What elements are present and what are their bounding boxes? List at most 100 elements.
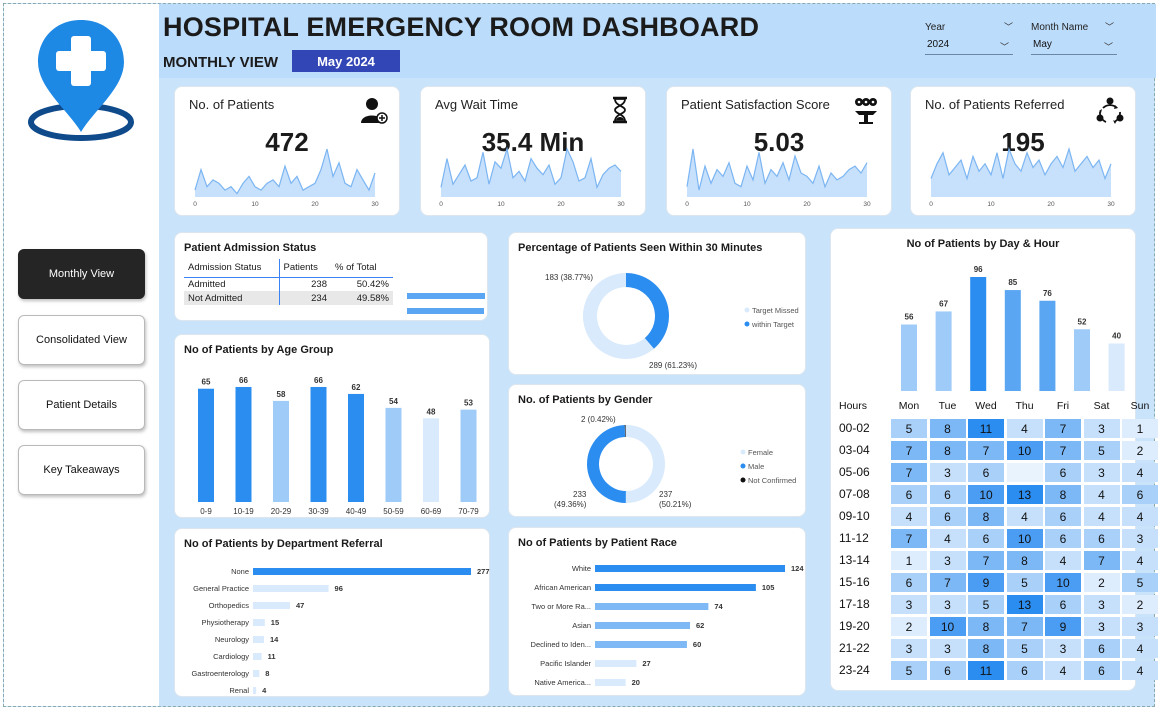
race-bar (595, 679, 626, 686)
sparkline-tick: 30 (863, 201, 871, 207)
age-bar-label: 53 (464, 399, 473, 408)
hour-label: 09-10 (839, 509, 870, 523)
heatmap-cell: 6 (1083, 661, 1120, 680)
day-total-label: 85 (1008, 278, 1017, 287)
month-filter-select[interactable]: May ﹀ (1031, 39, 1117, 55)
heatmap-cell: 2 (891, 617, 927, 636)
heatmap-cell: 6 (1083, 639, 1120, 658)
heatmap-cell: 6 (1045, 529, 1081, 548)
heatmap-cell: 6 (1122, 485, 1158, 504)
heatmap-cell: 8 (929, 419, 966, 438)
admission-pct-cell: 50.42% (356, 278, 389, 290)
chevron-down-icon[interactable]: ﹀ (1105, 22, 1115, 32)
heatmap-cell: 7 (968, 441, 1004, 460)
chevron-down-icon[interactable]: ﹀ (1004, 22, 1014, 32)
day-total-label: 56 (905, 313, 914, 322)
dept-value-label: 47 (296, 601, 304, 610)
race-value-label: 60 (693, 640, 701, 649)
year-filter-value: 2024 (927, 39, 950, 50)
referral-icon (1096, 97, 1124, 124)
kpi-title: No. of Patients (189, 97, 275, 112)
hour-label: 11-12 (839, 531, 869, 545)
age-bar (423, 418, 439, 502)
race-bar (595, 641, 687, 648)
sparkline-tick: 20 (803, 201, 811, 207)
legend-label: Male (748, 462, 764, 471)
seen-within-30-title: Percentage of Patients Seen Within 30 Mi… (518, 242, 763, 254)
admission-header-pct: % of Total (331, 259, 393, 278)
day-label: Mon (898, 400, 920, 412)
gender-slice-label: 233 (573, 490, 587, 499)
donut-slice (626, 273, 669, 349)
sparkline-tick: 0 (193, 201, 197, 207)
dept-value-label: 11 (268, 652, 276, 661)
heatmap-cell: 5 (968, 595, 1004, 614)
heatmap-cell: 6 (968, 463, 1004, 482)
hour-label: 13-14 (839, 553, 870, 567)
day-label: Tue (938, 400, 957, 412)
heatmap-cell: 3 (929, 595, 966, 614)
month-filter-label: Month Name (1031, 22, 1089, 33)
department-referral-title: No of Patients by Department Referral (184, 538, 383, 550)
kpi-sparkline: 0 10 20 30 (439, 146, 625, 207)
nav-button-monthly-view[interactable]: Monthly View (18, 249, 145, 299)
admission-table: Admission Status Patients % of Total Adm… (184, 259, 393, 305)
nav-button-patient-details[interactable]: Patient Details (18, 380, 145, 430)
chevron-down-icon: ﹀ (1103, 42, 1113, 52)
kpi-title: No. of Patients Referred (925, 97, 1065, 112)
race-value-label: 124 (791, 564, 804, 573)
heatmap-cell: 3 (929, 463, 966, 482)
month-filter-value: May (1033, 39, 1052, 50)
gender-chart: 2 (0.42%) 237(50.21%) 233(49.36%) Female Mal… (554, 415, 796, 509)
age-tick-label: 0-9 (200, 507, 212, 516)
admission-status-card: Patient Admission Status Admission Statu… (174, 232, 488, 321)
race-value-label: 27 (642, 659, 650, 668)
hour-label: 00-02 (839, 421, 870, 435)
kpi-card: Avg Wait Time 35.4 Min 0 10 20 30 (420, 86, 646, 216)
table-row[interactable]: Not Admitted 234 49.58% (184, 291, 393, 305)
dept-value-label: 15 (271, 618, 279, 627)
year-filter-select[interactable]: 2024 ﹀ (925, 39, 1013, 55)
heatmap-cell: 5 (1083, 441, 1120, 460)
table-row[interactable]: Admitted 238 50.42% (184, 277, 393, 291)
patient-icon (361, 98, 388, 124)
gender-slice-label: (49.36%) (554, 500, 587, 509)
hour-label: 23-24 (839, 663, 870, 677)
heatmap-cell: 1 (1122, 419, 1158, 438)
hour-label: 21-22 (839, 641, 870, 655)
race-bar (595, 660, 637, 667)
satisfaction-icon (855, 98, 877, 124)
heatmap-cell: 3 (1083, 617, 1120, 636)
kpi-sparkline: 0 10 20 30 (685, 148, 871, 207)
day-total-label: 40 (1112, 332, 1121, 341)
seen-slice-label: 183 (38.77%) (545, 273, 593, 282)
gender-slice-label: 2 (0.42%) (581, 415, 616, 424)
heatmap-cell: 4 (1083, 507, 1120, 526)
sparkline-area (931, 149, 1111, 197)
heatmap-cell: 7 (1045, 441, 1081, 460)
age-tick-label: 40-49 (346, 507, 367, 516)
day-label: Sat (1093, 400, 1110, 412)
race-category-label: White (572, 564, 591, 573)
heatmap-cell: 6 (1045, 507, 1081, 526)
kpi-sparkline: 0 10 20 30 (929, 146, 1115, 207)
race-category-label: African American (534, 583, 591, 592)
day-total-label: 96 (974, 265, 983, 274)
sparkline-line (686, 148, 868, 191)
heatmap-cell (1006, 463, 1043, 482)
age-bar-label: 62 (352, 383, 361, 392)
heatmap-cell: 2 (1083, 573, 1120, 592)
nav-button-consolidated-view[interactable]: Consolidated View (18, 315, 145, 365)
page-title: HOSPITAL EMERGENCY ROOM DASHBOARD (163, 12, 760, 42)
heatmap-cell: 4 (891, 507, 927, 526)
heatmap-cell: 7 (891, 529, 927, 548)
sparkline-tick: 30 (617, 201, 625, 207)
day-label: Thu (1015, 400, 1034, 412)
nav-button-key-takeaways[interactable]: Key Takeaways (18, 445, 145, 495)
sparkline-tick: 0 (929, 201, 933, 207)
kpi-card: No. of Patients 472 0 10 20 30 (174, 86, 400, 216)
kpi-value: 472 (265, 127, 309, 157)
sparkline-tick: 10 (497, 201, 505, 207)
day-total-bar (970, 277, 987, 391)
race-title: No of Patients by Patient Race (518, 537, 677, 549)
